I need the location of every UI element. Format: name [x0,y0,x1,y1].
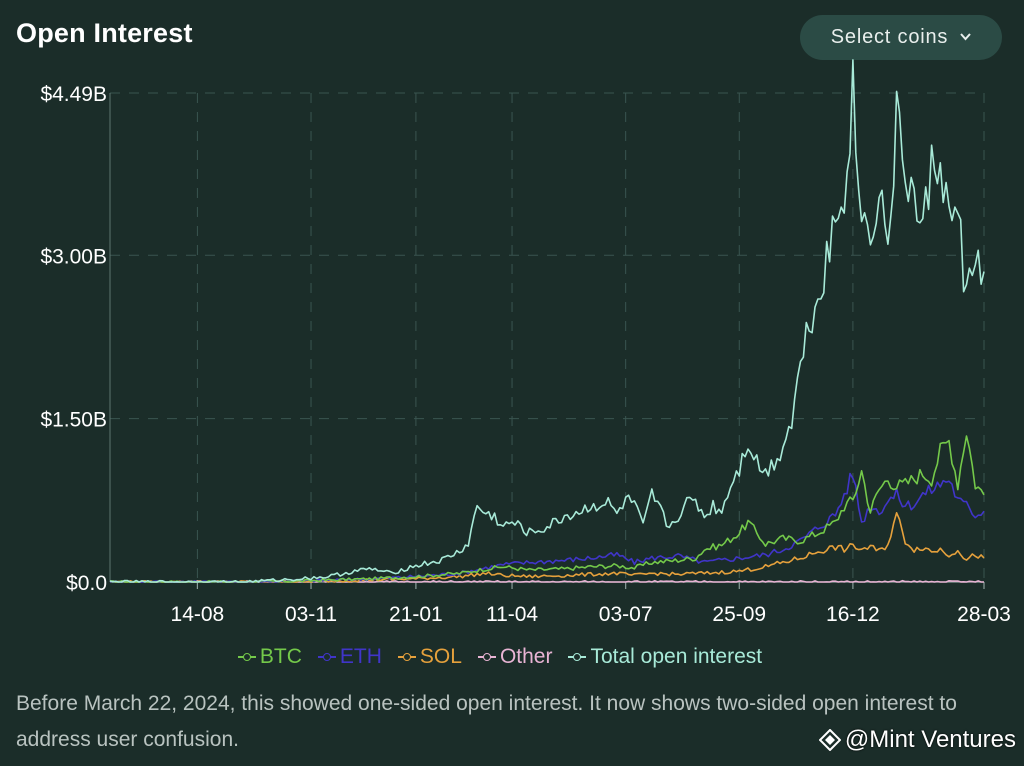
open-interest-chart: $4.49B $3.00B $1.50B $0.0 14-08 03-11 21-01 11… [40,59,1011,626]
y-axis-labels: $4.49B $3.00B $1.50B $0.0 [40,83,107,595]
legend-label: Other [499,645,553,668]
x-tick-label: 21-01 [389,603,443,626]
y-tick-label: $0.0 [66,572,107,595]
x-tick-label: 25-09 [712,603,766,626]
legend-item-sol[interactable]: SOL [397,645,462,669]
x-tick-label: 03-07 [599,603,653,626]
legend-label: ETH [339,645,382,668]
y-tick-label: $1.50B [40,409,107,432]
series-line-total-open-interest [109,59,985,583]
x-axis-labels: 14-08 03-11 21-01 11-04 03-07 25-09 16-12 28-03 [171,603,1011,626]
chart-footnote: Before March 22, 2024, this showed one-s… [16,692,957,751]
legend-item-total-open-interest[interactable]: Total open interest [568,645,762,669]
y-tick-label: $3.00B [40,245,107,268]
series-line-btc [109,435,985,583]
chart-grid [109,92,985,589]
legend-label: BTC [259,645,302,668]
y-tick-label: $4.49B [40,83,107,106]
chart-legend: BTC ETH SOL Other Total open interest [0,645,1000,669]
legend-marker-icon [568,652,587,662]
legend-item-btc[interactable]: BTC [237,645,302,669]
x-tick-label: 28-03 [957,603,1011,626]
chart-title: Open Interest [16,18,193,48]
legend-marker-icon [397,652,416,662]
series-lines [109,59,985,583]
legend-marker-icon [317,652,336,662]
legend-marker-icon [477,652,496,662]
legend-label: SOL [419,645,462,668]
x-tick-label: 03-11 [285,603,337,626]
diamond-logo-icon [818,728,842,752]
x-tick-label: 14-08 [171,603,225,626]
legend-item-other[interactable]: Other [477,645,553,669]
watermark: @Mint Ventures [818,726,1016,754]
chevron-down-icon [960,29,971,44]
legend-item-eth[interactable]: ETH [317,645,382,669]
watermark-text: @Mint Ventures [844,726,1016,753]
legend-marker-icon [237,652,256,662]
x-tick-label: 16-12 [826,603,880,626]
legend-label: Total open interest [590,645,763,668]
x-tick-label: 11-04 [486,603,538,626]
select-coins-label: Select coins [830,26,949,48]
select-coins-button[interactable]: Select coins [800,15,1002,60]
